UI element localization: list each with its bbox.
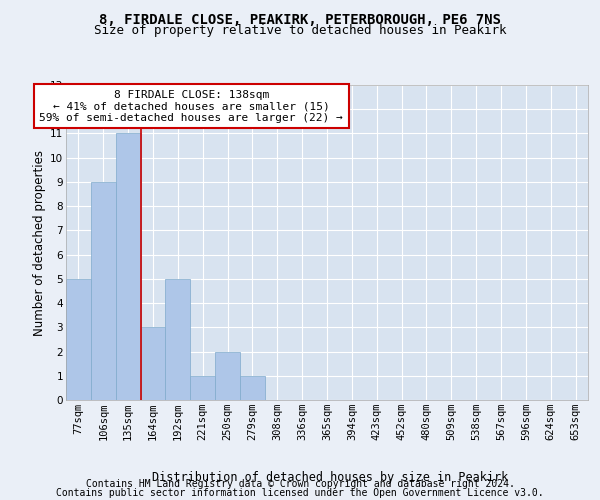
Bar: [140, 328, 166, 400]
Y-axis label: Number of detached properties: Number of detached properties: [33, 150, 46, 336]
Bar: [66, 279, 91, 400]
Bar: [215, 352, 240, 400]
Bar: [91, 182, 116, 400]
Text: Size of property relative to detached houses in Peakirk: Size of property relative to detached ho…: [94, 24, 506, 37]
Text: 8, FIRDALE CLOSE, PEAKIRK, PETERBOROUGH, PE6 7NS: 8, FIRDALE CLOSE, PEAKIRK, PETERBOROUGH,…: [99, 12, 501, 26]
Text: Contains public sector information licensed under the Open Government Licence v3: Contains public sector information licen…: [56, 488, 544, 498]
Bar: [240, 376, 265, 400]
Text: 8 FIRDALE CLOSE: 138sqm
← 41% of detached houses are smaller (15)
59% of semi-de: 8 FIRDALE CLOSE: 138sqm ← 41% of detache…: [40, 90, 343, 123]
Bar: [116, 134, 140, 400]
Text: Contains HM Land Registry data © Crown copyright and database right 2024.: Contains HM Land Registry data © Crown c…: [86, 479, 514, 489]
Bar: [190, 376, 215, 400]
Bar: [166, 279, 190, 400]
Text: Distribution of detached houses by size in Peakirk: Distribution of detached houses by size …: [152, 471, 508, 484]
